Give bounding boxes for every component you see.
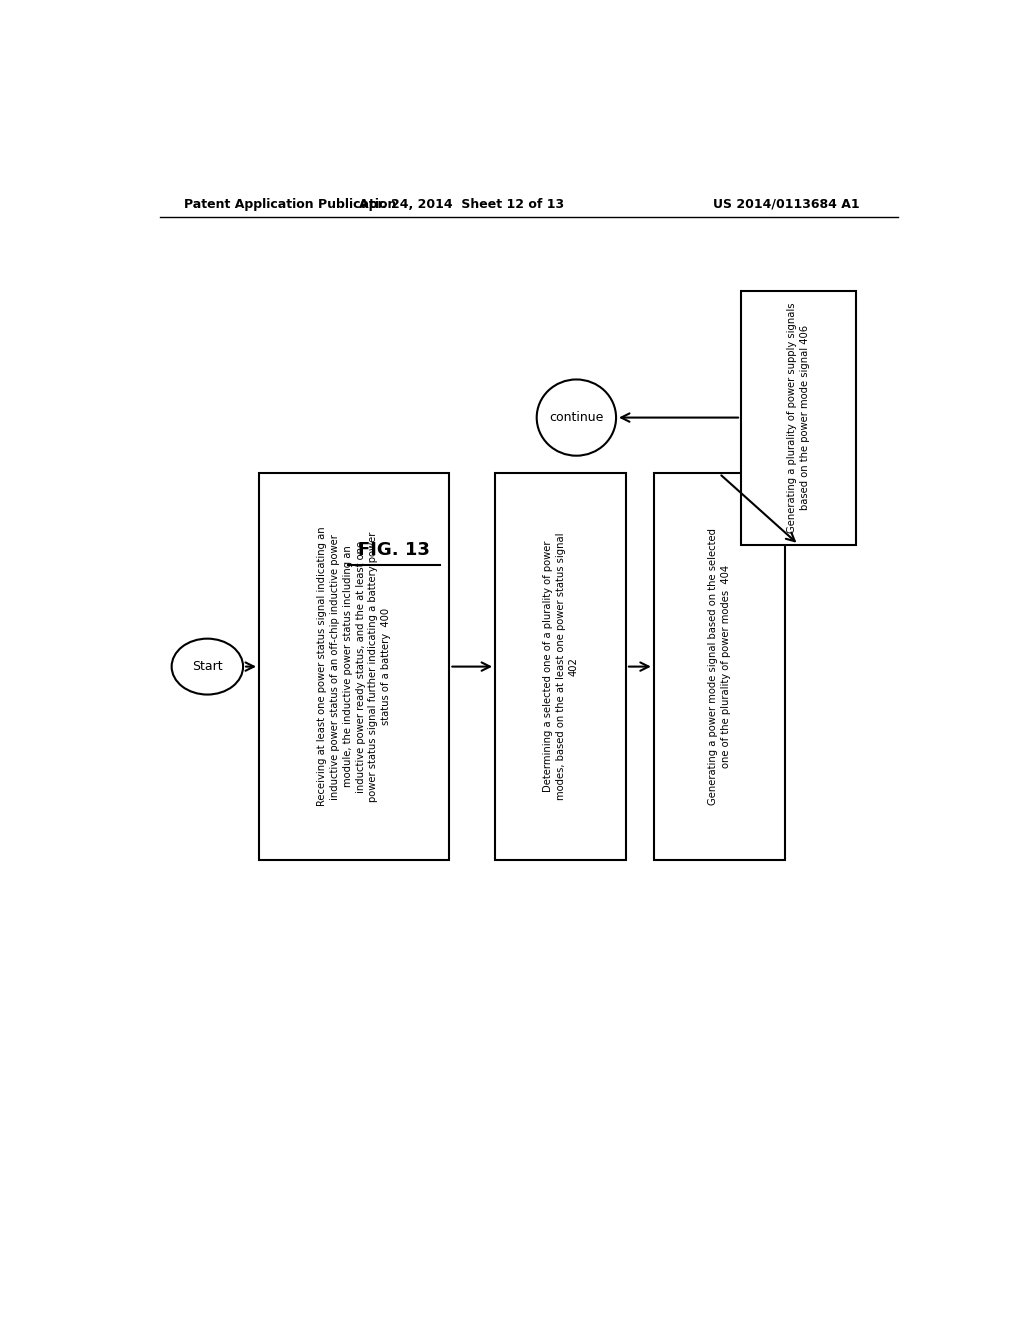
Bar	[259, 474, 450, 859]
Text: Determining a selected one of a plurality of power
modes, based on the at least : Determining a selected one of a pluralit…	[543, 533, 579, 800]
Text: US 2014/0113684 A1: US 2014/0113684 A1	[714, 198, 860, 211]
Text: Apr. 24, 2014  Sheet 12 of 13: Apr. 24, 2014 Sheet 12 of 13	[358, 198, 564, 211]
Bar	[741, 290, 856, 545]
Bar	[495, 474, 626, 859]
Text: Generating a plurality of power supply signals
based on the power mode signal 40: Generating a plurality of power supply s…	[787, 302, 810, 533]
Bar	[653, 474, 784, 859]
Text: Patent Application Publication: Patent Application Publication	[183, 198, 396, 211]
Text: continue: continue	[549, 411, 603, 424]
Text: Generating a power mode signal based on the selected
one of the plurality of pow: Generating a power mode signal based on …	[708, 528, 731, 805]
Text: Receiving at least one power status signal indicating an
inductive power status : Receiving at least one power status sign…	[317, 527, 391, 807]
Ellipse shape	[537, 379, 616, 455]
Text: FIG. 13: FIG. 13	[358, 541, 430, 558]
Text: Start: Start	[193, 660, 222, 673]
Ellipse shape	[172, 639, 243, 694]
